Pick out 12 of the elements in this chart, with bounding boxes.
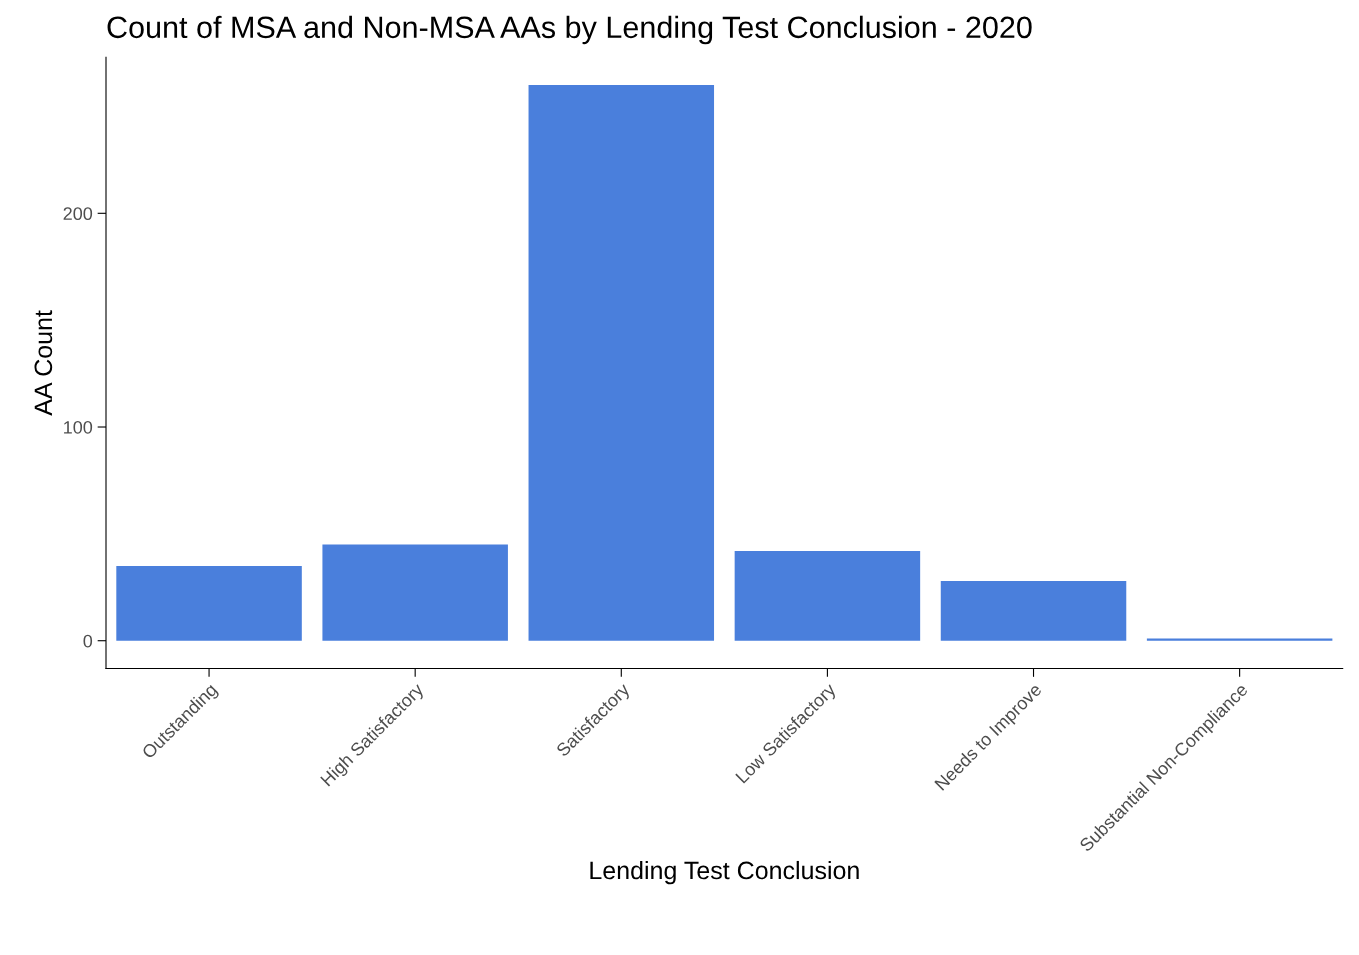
y-axis-title: AA Count [34,310,53,416]
bar [322,544,508,641]
y-tick-label: 200 [63,207,93,221]
y-tick-label: 100 [64,420,93,434]
bar [528,85,715,641]
y-tick-label: 0 [83,634,93,648]
bar [734,550,921,641]
bar [1146,638,1333,641]
x-axis-title: Lending Test Conclusion [590,860,859,885]
bar [940,580,1127,641]
chart-title: Count of MSA and Non-MSA AAs by Lending Test Conclusion - 2020 [107,15,1032,45]
bar [116,565,302,641]
